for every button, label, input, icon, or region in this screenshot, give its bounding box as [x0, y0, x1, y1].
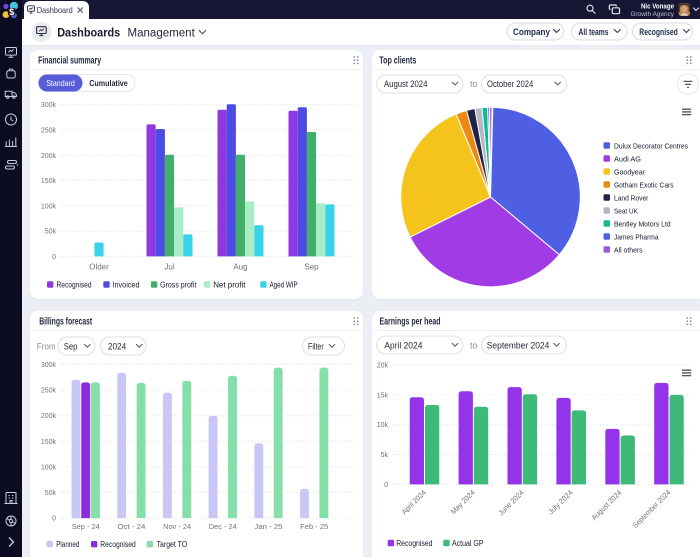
svg-text:April 2024: April 2024: [384, 340, 422, 351]
svg-text:0: 0: [52, 254, 56, 261]
svg-text:Top clients: Top clients: [379, 55, 416, 66]
svg-text:August 2024: August 2024: [384, 79, 427, 90]
svg-text:to: to: [470, 79, 478, 89]
svg-text:May 2024: May 2024: [449, 488, 477, 516]
svg-text:Planned: Planned: [56, 540, 79, 549]
svg-text:5k: 5k: [381, 452, 389, 459]
svg-text:2024: 2024: [108, 341, 126, 352]
svg-text:July 2024: July 2024: [546, 488, 574, 516]
svg-text:Management: Management: [128, 27, 196, 39]
svg-text:September 2024: September 2024: [631, 488, 673, 530]
svg-text:Sep - 24: Sep - 24: [72, 522, 100, 531]
svg-text:Older: Older: [89, 263, 109, 272]
svg-text:Cumulative: Cumulative: [89, 78, 128, 88]
svg-text:Recognised: Recognised: [100, 540, 135, 549]
svg-text:Target TO: Target TO: [157, 540, 188, 549]
svg-text:Dashboards: Dashboards: [57, 27, 120, 39]
svg-text:Dec - 24: Dec - 24: [209, 522, 237, 531]
svg-text:150k: 150k: [41, 438, 57, 445]
svg-text:Recognised: Recognised: [639, 27, 678, 37]
svg-text:Goodyear: Goodyear: [614, 167, 645, 176]
svg-text:Jul: Jul: [164, 263, 174, 272]
svg-text:Gotham Exotic Cars: Gotham Exotic Cars: [614, 180, 674, 189]
svg-text:Financial summary: Financial summary: [38, 55, 101, 66]
svg-text:0: 0: [384, 481, 388, 488]
svg-text:Aged WIP: Aged WIP: [270, 280, 298, 289]
svg-text:Earnings per head: Earnings per head: [380, 316, 441, 327]
svg-text:15k: 15k: [377, 392, 389, 399]
svg-text:Jan - 25: Jan - 25: [255, 522, 283, 531]
svg-text:Bentley Motors Ltd: Bentley Motors Ltd: [614, 219, 671, 228]
svg-text:to: to: [470, 340, 478, 350]
svg-text:200k: 200k: [41, 413, 57, 420]
svg-text:10k: 10k: [377, 422, 389, 429]
svg-text:From: From: [37, 341, 56, 351]
svg-text:Recognised: Recognised: [57, 280, 92, 289]
svg-text:50k: 50k: [45, 490, 57, 497]
svg-text:June 2024: June 2024: [496, 488, 525, 517]
svg-text:Dulux Decorator Centres: Dulux Decorator Centres: [614, 141, 688, 150]
svg-text:All others: All others: [614, 245, 643, 254]
svg-text:Sep: Sep: [304, 263, 319, 272]
svg-text:20k: 20k: [377, 362, 389, 369]
svg-text:250k: 250k: [41, 127, 57, 134]
svg-text:100k: 100k: [41, 464, 57, 471]
svg-text:Nic Vonage: Nic Vonage: [641, 4, 674, 11]
svg-text:Nov - 24: Nov - 24: [163, 522, 191, 531]
svg-text:All teams: All teams: [579, 27, 609, 37]
svg-text:April 2024: April 2024: [400, 488, 428, 516]
svg-text:Net profit: Net profit: [213, 280, 246, 289]
svg-text:August 2024: August 2024: [590, 488, 624, 522]
svg-text:Seat UK: Seat UK: [614, 206, 638, 215]
svg-text:September 2024: September 2024: [487, 340, 550, 351]
svg-text:Recognised: Recognised: [396, 538, 432, 547]
svg-text:Invoiced: Invoiced: [113, 280, 140, 289]
svg-text:Billings forecast: Billings forecast: [39, 316, 92, 327]
svg-text:150k: 150k: [41, 178, 57, 185]
svg-text:Gross profit: Gross profit: [160, 280, 197, 289]
svg-text:Actual GP: Actual GP: [452, 538, 484, 547]
svg-text:Standard: Standard: [46, 78, 75, 88]
svg-text:Feb - 25: Feb - 25: [300, 522, 328, 531]
svg-text:300k: 300k: [41, 362, 57, 369]
svg-text:Dashboard: Dashboard: [37, 5, 73, 15]
svg-text:Sep: Sep: [64, 341, 78, 352]
svg-text:Filter: Filter: [308, 341, 324, 352]
svg-text:James Pharma: James Pharma: [614, 232, 659, 241]
svg-text:Growth Agency: Growth Agency: [631, 11, 675, 18]
svg-text:300k: 300k: [41, 102, 57, 109]
svg-text:Oct - 24: Oct - 24: [117, 522, 145, 531]
svg-text:100k: 100k: [41, 203, 57, 210]
svg-text:250k: 250k: [41, 387, 57, 394]
svg-text:October 2024: October 2024: [487, 79, 533, 90]
svg-text:Company: Company: [513, 27, 550, 37]
svg-text:Land Rover: Land Rover: [614, 193, 649, 202]
svg-text:0: 0: [52, 515, 56, 522]
svg-text:50k: 50k: [45, 229, 57, 236]
svg-text:Aug: Aug: [233, 263, 247, 272]
svg-text:200k: 200k: [41, 153, 57, 160]
svg-text:Audi AG: Audi AG: [614, 154, 641, 163]
